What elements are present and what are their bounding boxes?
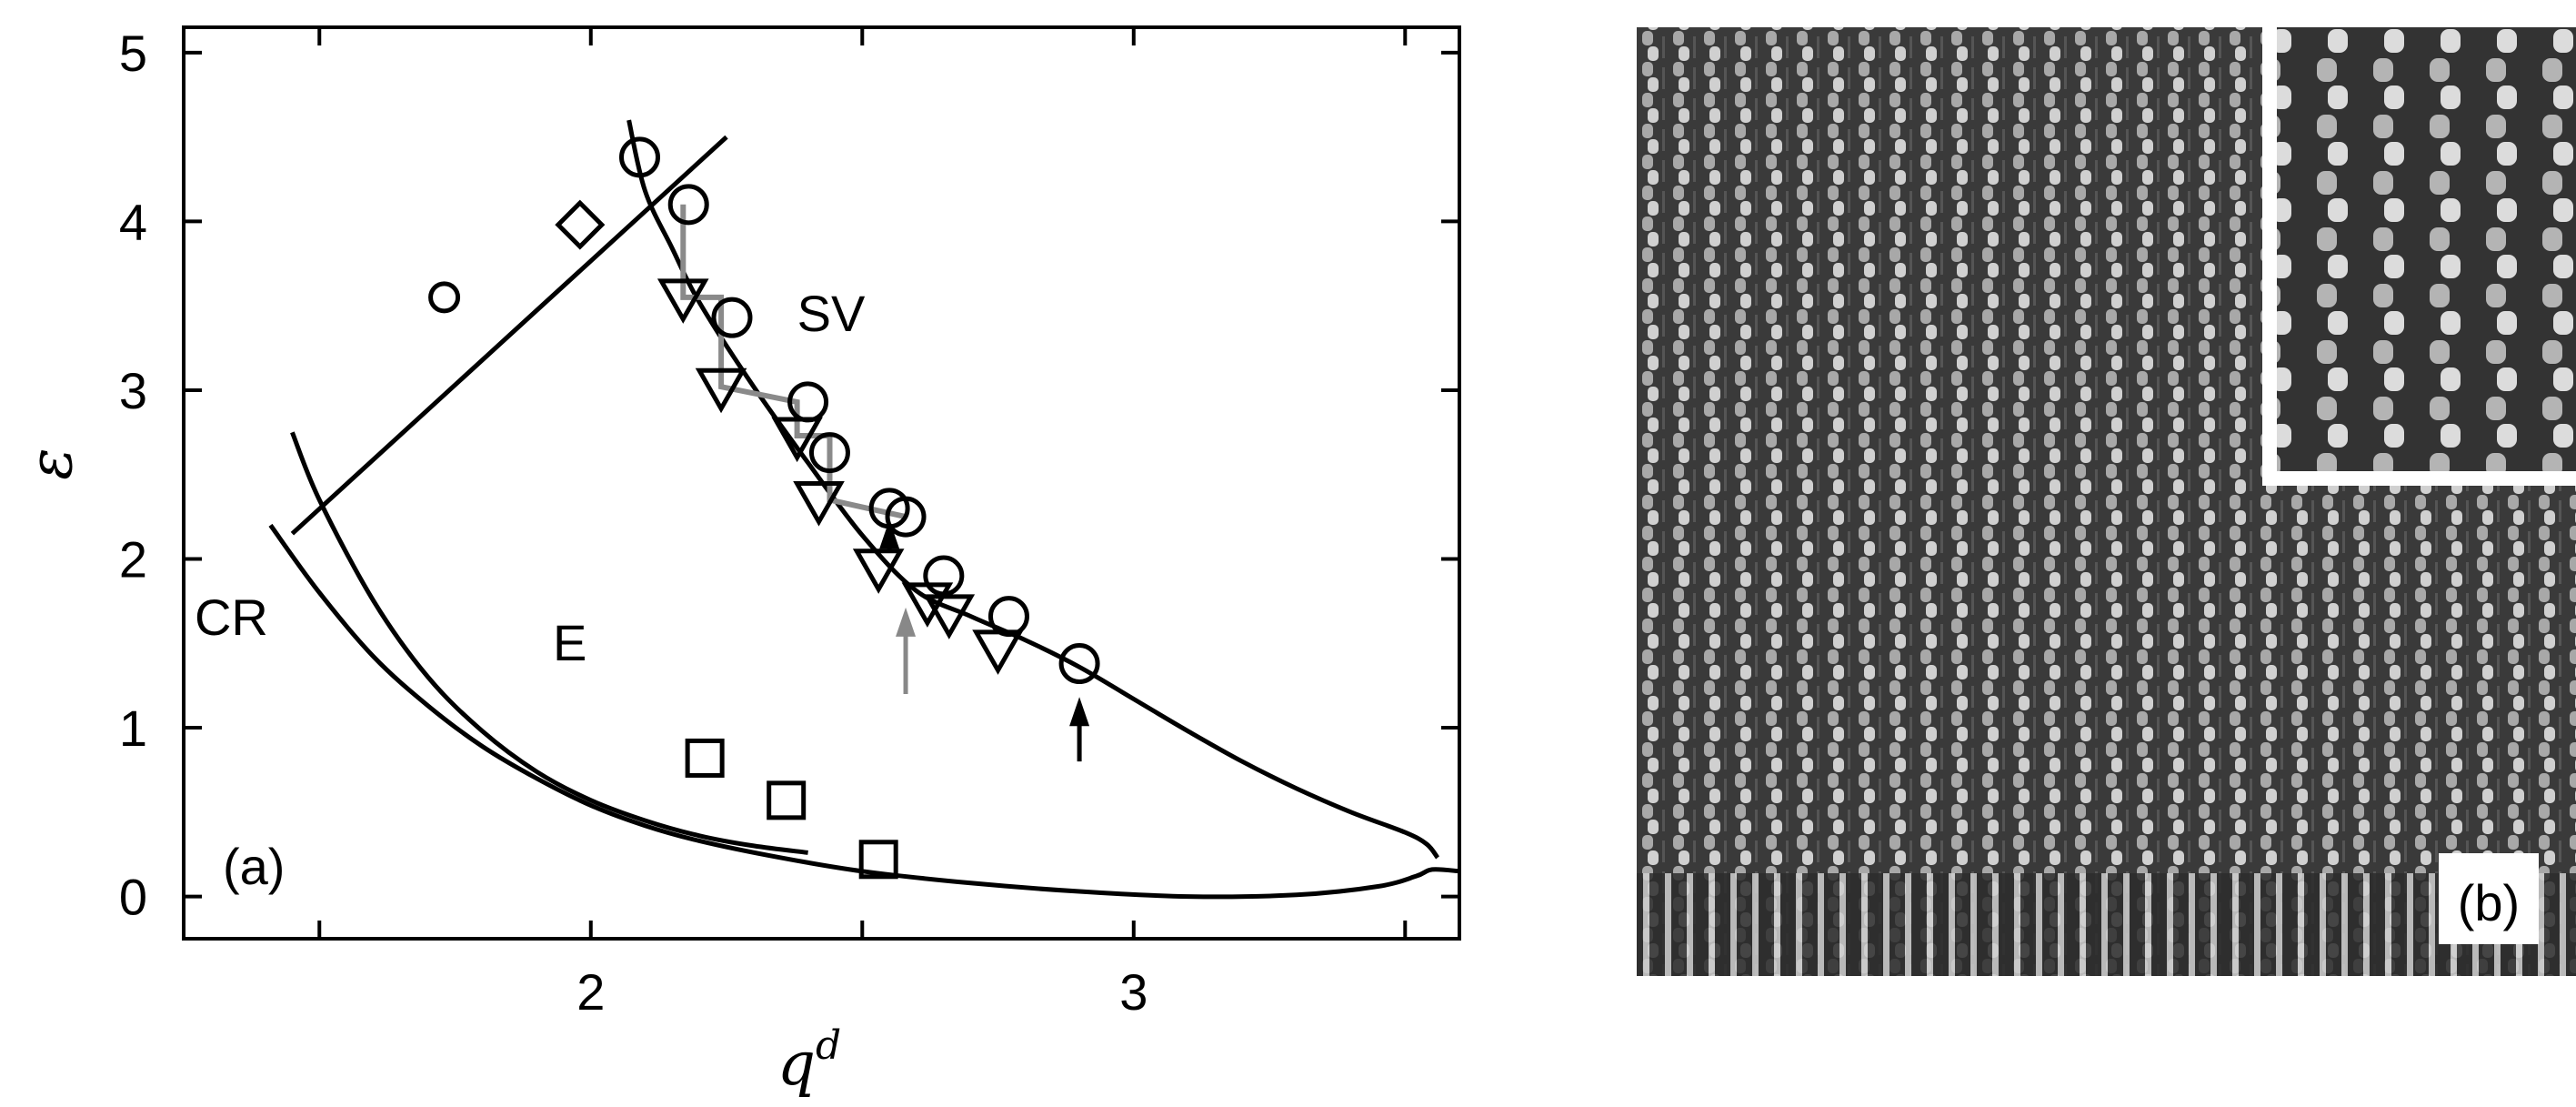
annotation-cr: CR — [195, 589, 268, 646]
square-marker — [767, 780, 807, 820]
panel-label-a: (a) — [223, 838, 285, 895]
annotation-e: E — [553, 614, 586, 671]
trajectory-path — [680, 204, 907, 520]
square-marker — [858, 840, 898, 880]
data-markers — [428, 136, 1100, 880]
y-tick-label: 2 — [119, 531, 147, 589]
triangle-marker — [771, 417, 823, 463]
triangle-marker — [695, 367, 747, 414]
triangle-marker — [972, 629, 1024, 675]
circle-marker — [885, 496, 927, 538]
panel-label-b-box — [2439, 853, 2539, 944]
curve-sv — [626, 119, 1440, 860]
x-axis-title: qd — [777, 1022, 841, 1099]
curve-cr — [268, 523, 1459, 900]
y-tick-label: 5 — [119, 25, 147, 82]
circle-marker — [667, 184, 709, 226]
y-tick-label: 1 — [119, 699, 147, 757]
y-tick-label: 3 — [119, 362, 147, 419]
y-tick-label: 4 — [119, 193, 147, 250]
circle-marker — [987, 596, 1029, 638]
panel-label-b: (b) — [2458, 874, 2520, 931]
chart-panel-a: 2 3 0 1 2 3 4 5 SV CR E (a) qd ε — [15, 25, 1461, 1099]
circle-marker — [618, 136, 660, 178]
diamond-marker — [555, 199, 606, 250]
circle-marker — [808, 432, 850, 474]
x-tick-label: 3 — [1119, 963, 1148, 1021]
triangle-marker — [901, 582, 954, 628]
y-tick-label: 0 — [119, 869, 147, 926]
arrows — [879, 519, 1090, 762]
x-tick-label: 2 — [576, 963, 605, 1021]
curve-annotations: SV CR E — [195, 285, 866, 671]
triangle-marker — [793, 481, 845, 527]
arrow-head — [879, 519, 900, 549]
inset-border — [2262, 27, 2576, 486]
y-axis-title: ε — [15, 448, 85, 479]
curve-diagonal — [290, 135, 728, 536]
square-marker — [685, 738, 725, 778]
image-panel-b: (b) — [1637, 27, 2576, 976]
triangle-marker — [657, 278, 709, 324]
curve-e — [290, 431, 808, 855]
inset-image — [2268, 27, 2576, 480]
circle-marker — [923, 555, 965, 597]
triangle-marker — [852, 548, 905, 594]
axis-tick-labels: 2 3 0 1 2 3 4 5 — [119, 25, 1148, 1021]
plot-frame — [182, 25, 1461, 941]
arrow-head — [1069, 697, 1090, 727]
arrow-head — [896, 607, 917, 637]
small-circle-marker — [428, 281, 461, 314]
axis-ticks — [184, 27, 1459, 939]
trajectory-line — [680, 204, 907, 520]
triangle-marker — [923, 594, 976, 639]
annotation-sv: SV — [797, 285, 866, 342]
circle-marker — [1058, 643, 1100, 685]
circle-marker — [711, 297, 753, 338]
pattern-image-bottom-band — [1637, 873, 2576, 976]
